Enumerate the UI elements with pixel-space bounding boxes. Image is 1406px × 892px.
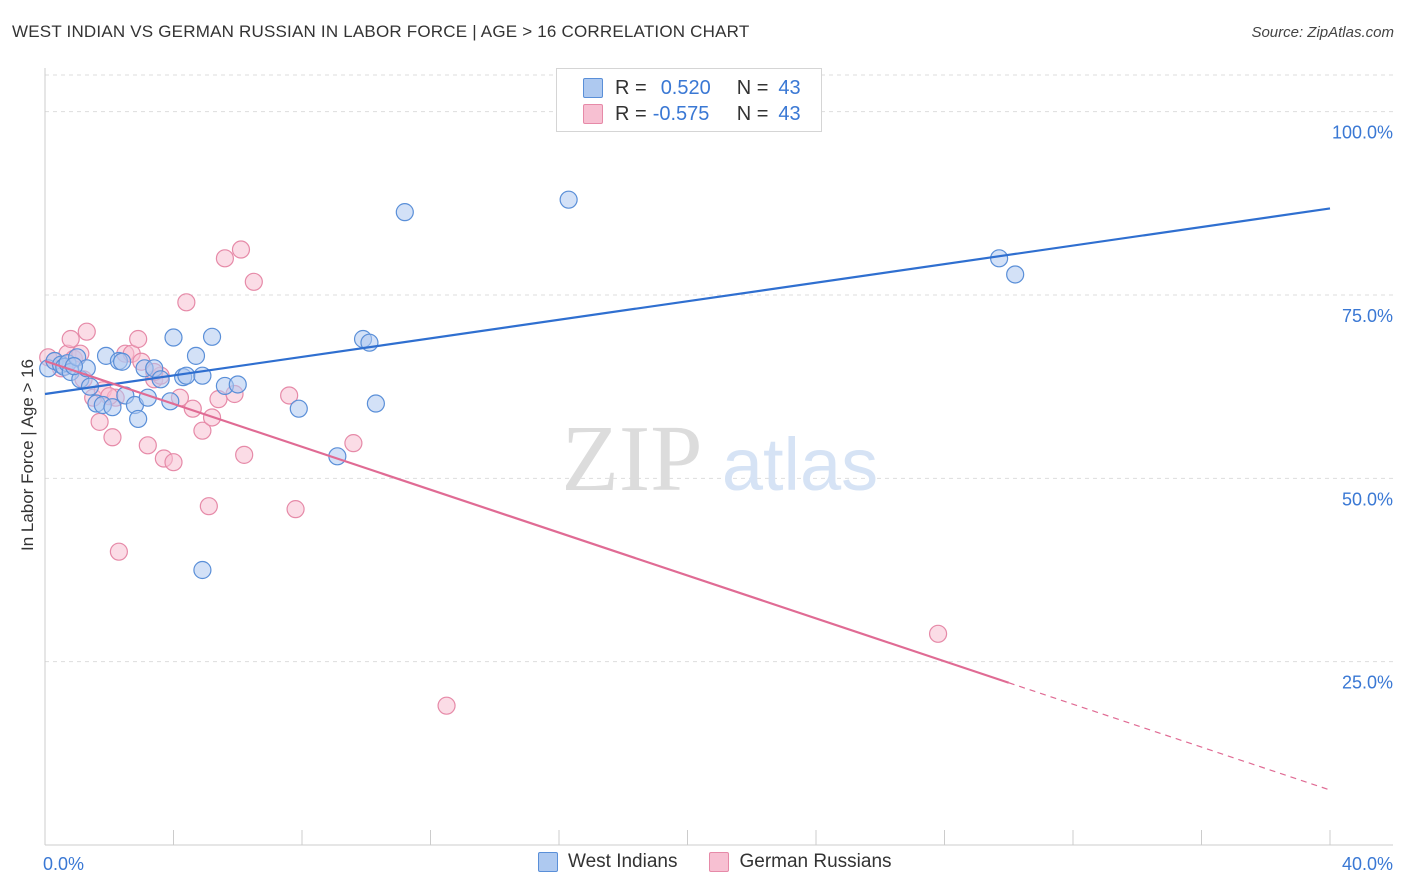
- n-value: 43: [778, 76, 801, 99]
- watermark: ZIP atlas: [562, 407, 879, 511]
- data-point: [366, 394, 385, 413]
- data-point: [161, 392, 180, 411]
- n-label: N =: [736, 76, 769, 99]
- data-point: [559, 190, 578, 209]
- data-point: [103, 398, 122, 417]
- legend-swatch-pink: [709, 852, 730, 872]
- r-value: 0.520: [660, 76, 711, 99]
- data-point: [177, 293, 196, 312]
- trend-line: [44, 359, 1010, 684]
- data-point: [199, 497, 218, 516]
- data-point: [164, 453, 183, 472]
- trend-line-extension: [1008, 682, 1331, 791]
- data-point: [186, 346, 206, 365]
- series-legend: West Indians German Russians: [538, 851, 924, 873]
- legend-row-german-russians: R = -0.575 N = 43: [583, 102, 801, 126]
- data-point: [61, 329, 80, 349]
- data-point: [395, 203, 414, 222]
- chart-title: WEST INDIAN VS GERMAN RUSSIAN IN LABOR F…: [12, 22, 750, 41]
- data-point: [109, 542, 128, 561]
- tick-labels: 25.0% 50.0% 75.0% 100.0% 0.0% 40.0%: [43, 123, 1393, 874]
- n-label: N =: [736, 102, 769, 125]
- data-point: [164, 328, 183, 347]
- data-point: [177, 366, 196, 385]
- data-point: [202, 327, 222, 346]
- legend-row-west-indians: R = 0.520 N = 43: [583, 76, 801, 100]
- y-tick-label: 100.0%: [1332, 123, 1393, 143]
- data-point: [344, 434, 363, 453]
- data-point: [228, 375, 247, 394]
- data-point: [280, 386, 299, 405]
- data-point: [231, 240, 251, 259]
- data-point: [215, 249, 234, 268]
- trend-line: [44, 207, 1331, 396]
- data-point: [77, 322, 96, 341]
- watermark-atlas: atlas: [722, 423, 878, 506]
- legend-swatch-pink: [583, 104, 603, 124]
- data-point: [235, 445, 254, 464]
- data-point: [1006, 265, 1025, 284]
- trend-lines: [44, 207, 1331, 791]
- legend-swatch-blue: [583, 78, 603, 98]
- data-point: [151, 370, 170, 389]
- data-point: [183, 399, 202, 418]
- data-point: [193, 560, 212, 580]
- data-point: [193, 421, 212, 440]
- data-point: [286, 500, 305, 519]
- data-point: [112, 352, 132, 371]
- y-tick-label: 50.0%: [1342, 489, 1393, 509]
- legend-swatch-blue: [538, 852, 558, 872]
- data-point: [90, 412, 109, 431]
- legend-label: West Indians: [568, 851, 678, 872]
- data-point: [103, 428, 122, 447]
- data-point: [138, 436, 157, 455]
- gridlines: [45, 74, 1393, 663]
- data-point: [244, 272, 263, 291]
- data-point: [990, 249, 1009, 268]
- data-point: [129, 409, 148, 429]
- r-value: -0.575: [652, 102, 710, 125]
- n-value: 43: [778, 102, 801, 125]
- data-point: [289, 399, 308, 418]
- data-point: [437, 696, 456, 715]
- x-tick-label: 0.0%: [43, 854, 84, 874]
- axes: [44, 68, 1393, 846]
- legend-item-german-russians[interactable]: German Russians: [709, 851, 892, 873]
- watermark-zip: ZIP: [562, 407, 703, 511]
- data-point: [928, 624, 948, 643]
- r-label: R =: [615, 76, 647, 99]
- west-indians-points: [39, 190, 1025, 580]
- y-tick-label: 75.0%: [1342, 306, 1393, 326]
- x-tick-label: 40.0%: [1342, 854, 1393, 874]
- legend-item-west-indians[interactable]: West Indians: [538, 851, 677, 873]
- y-tick-label: 25.0%: [1342, 673, 1393, 693]
- correlation-legend: R = 0.520 N = 43 R = -0.575 N = 43: [556, 68, 822, 132]
- y-axis-label: In Labor Force | Age > 16: [18, 358, 37, 552]
- source-label: Source: ZipAtlas.com: [1251, 24, 1394, 41]
- data-point: [129, 329, 148, 349]
- legend-label: German Russians: [739, 851, 892, 872]
- r-label: R =: [615, 102, 647, 125]
